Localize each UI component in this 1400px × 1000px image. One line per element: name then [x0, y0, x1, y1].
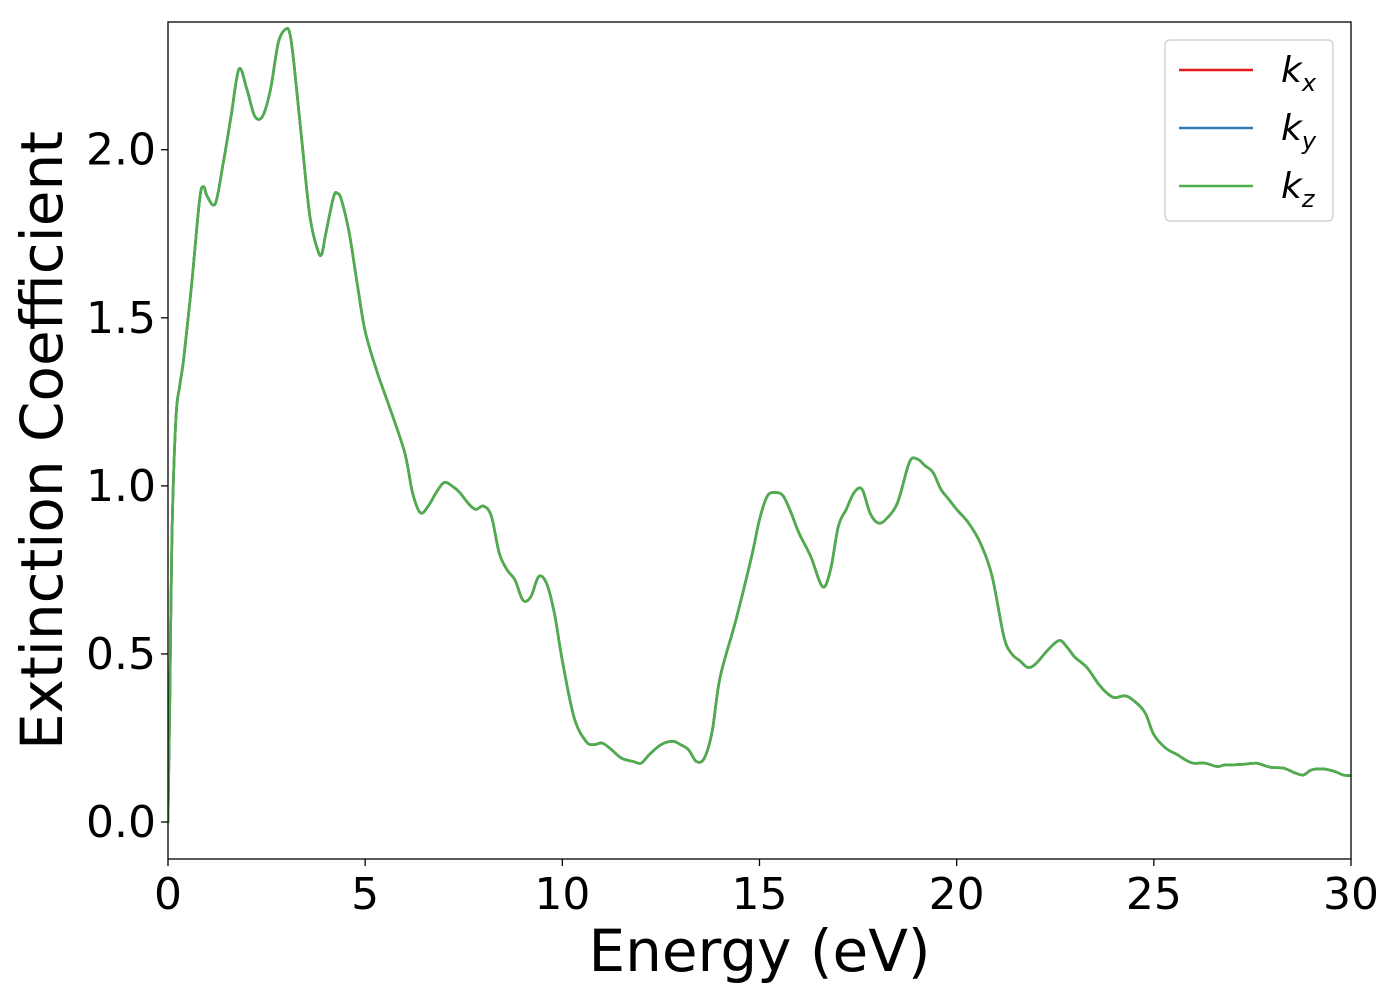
x-tick-label: 0	[154, 869, 182, 920]
x-axis-label: Energy (eV)	[588, 917, 930, 985]
x-tick-label: 30	[1323, 869, 1379, 920]
series-line-z	[168, 27, 1351, 824]
legend-label-z: kz	[1281, 166, 1316, 213]
x-tick-label: 5	[351, 869, 379, 920]
x-tick-label: 10	[534, 869, 590, 920]
x-axis: 0 5 10 15 20 25 30	[154, 859, 1379, 920]
y-axis: 0.0 0.5 1.0 1.5 2.0	[86, 125, 168, 848]
series-layer	[168, 27, 1351, 824]
legend-label-x: kx	[1281, 50, 1317, 97]
plot-area	[167, 21, 1352, 860]
legend-label-y: ky	[1281, 108, 1317, 155]
y-tick-label: 0.5	[86, 629, 156, 680]
legend-box	[1164, 39, 1334, 222]
y-tick-label: 1.5	[86, 293, 156, 344]
y-axis-label: Extinction Coefficient	[8, 131, 76, 750]
x-tick-label: 20	[929, 869, 985, 920]
legend: kx ky kz	[1164, 39, 1334, 222]
x-tick-label: 25	[1126, 869, 1182, 920]
y-tick-label: 0.0	[86, 797, 156, 848]
y-tick-label: 1.0	[86, 461, 156, 512]
y-tick-label: 2.0	[86, 125, 156, 176]
x-tick-label: 15	[732, 869, 788, 920]
